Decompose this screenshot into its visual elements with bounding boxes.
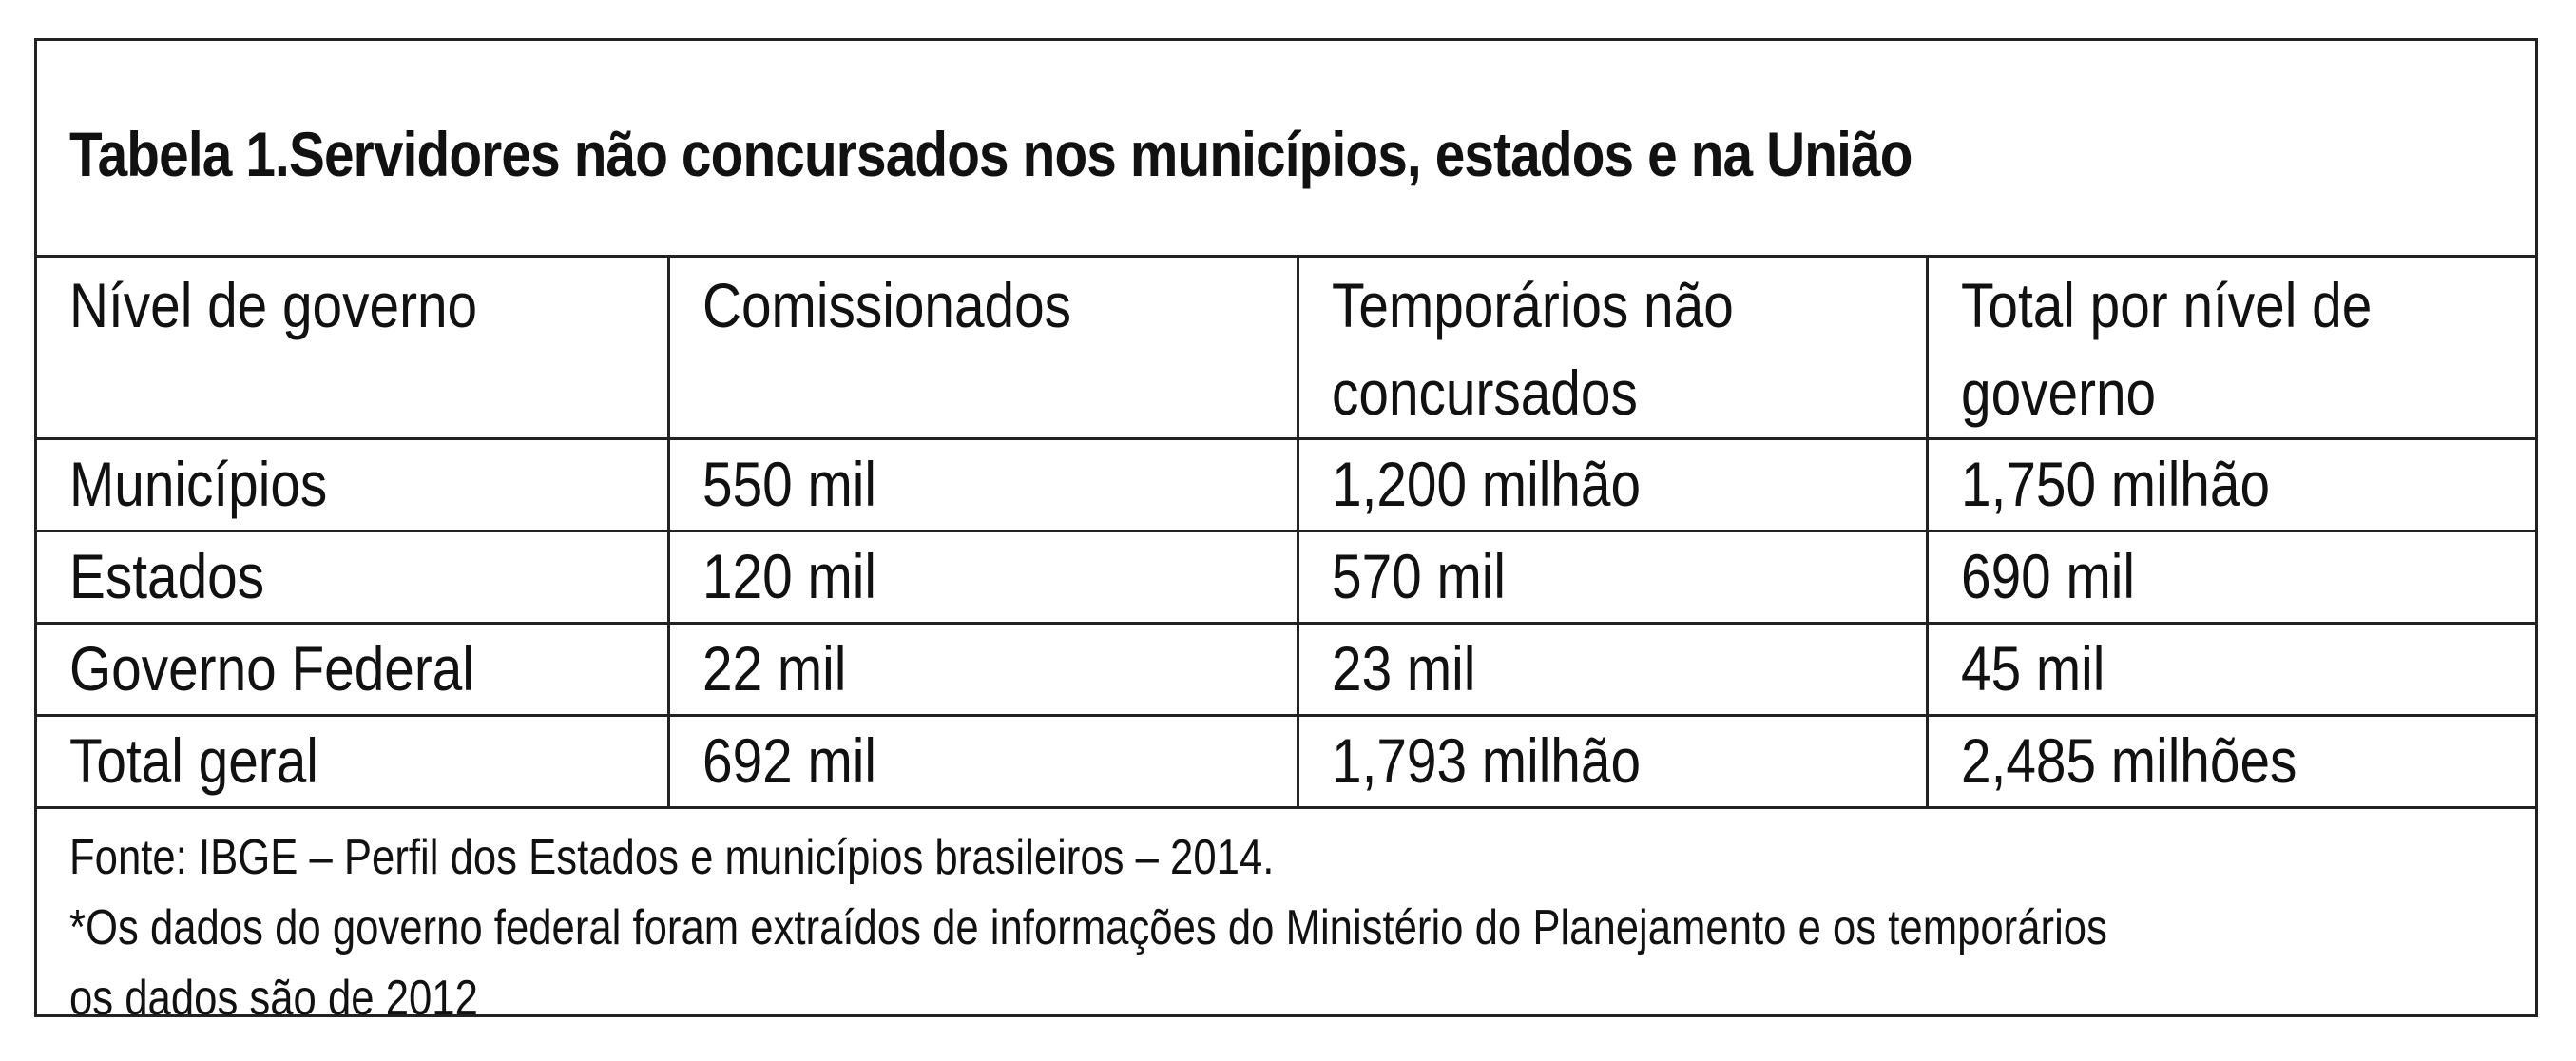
data-table: Tabela 1.Servidores não concursados nos … <box>34 38 2538 1026</box>
table-cell: 45 mil <box>1925 621 2535 717</box>
cell-value: 1,200 milhão <box>1331 448 1641 519</box>
row-label: Governo Federal <box>69 632 474 704</box>
row-label: Estados <box>69 540 265 611</box>
table-row: Total geral 692 mil 1,793 milhão 2,485 m… <box>37 713 2535 809</box>
table-row: Governo Federal 22 mil 23 mil 45 mil <box>37 621 2535 717</box>
header-nivel-de-governo: Nível de governo <box>69 270 478 340</box>
table-cell: 1,750 milhão <box>1925 436 2535 532</box>
table-cell: Total geral <box>37 713 670 809</box>
header-cell: Nível de governo <box>37 258 670 440</box>
table-cell: 692 mil <box>666 713 1299 809</box>
cell-value: 2,485 milhões <box>1960 724 2297 796</box>
cell-value: 570 mil <box>1331 540 1506 611</box>
row-label: Municípios <box>69 448 328 519</box>
table-grid: Nível de governo Comissionados Temporári… <box>37 258 2535 809</box>
cell-value: 1,750 milhão <box>1960 448 2270 519</box>
table-title-row: Tabela 1.Servidores não concursados nos … <box>37 41 2535 258</box>
cell-value: 120 mil <box>702 540 876 611</box>
cell-value: 45 mil <box>1960 632 2105 704</box>
header-comissionados: Comissionados <box>702 270 1071 340</box>
footnote-line: *Os dados do governo federal foram extra… <box>69 899 2107 955</box>
row-label: Total geral <box>69 724 318 796</box>
table-title: Tabela 1.Servidores não concursados nos … <box>69 118 1913 189</box>
table-cell: Municípios <box>37 436 670 532</box>
table-cell: 1,200 milhão <box>1296 436 1929 532</box>
table-header-row: Nível de governo Comissionados Temporári… <box>37 258 2535 440</box>
table-cell: 22 mil <box>666 621 1299 717</box>
cell-value: 690 mil <box>1960 540 2135 611</box>
table-row: Municípios 550 mil 1,200 milhão 1,750 mi… <box>37 436 2535 532</box>
cell-value: 22 mil <box>702 632 846 704</box>
table-cell: 1,793 milhão <box>1296 713 1929 809</box>
header-cell: Comissionados <box>666 258 1299 440</box>
table-cell: 690 mil <box>1925 529 2535 625</box>
footnote-line: os dados são de 2012 <box>69 970 478 1026</box>
header-total-por-nivel: Total por nível de governo <box>1960 270 2372 428</box>
table-cell: Estados <box>37 529 670 625</box>
header-cell: Total por nível de governo <box>1925 258 2535 440</box>
table-cell: 2,485 milhões <box>1925 713 2535 809</box>
header-cell: Temporários não concursados <box>1296 258 1929 440</box>
cell-value: 692 mil <box>702 724 876 796</box>
table-cell: Governo Federal <box>37 621 670 717</box>
cell-value: 23 mil <box>1331 632 1475 704</box>
table-cell: 570 mil <box>1296 529 1929 625</box>
table-row: Estados 120 mil 570 mil 690 mil <box>37 529 2535 625</box>
table-footnotes: Fonte: IBGE – Perfil dos Estados e munic… <box>37 809 2535 1033</box>
table-cell: 120 mil <box>666 529 1299 625</box>
table-cell: 23 mil <box>1296 621 1929 717</box>
cell-value: 1,793 milhão <box>1331 724 1641 796</box>
header-temporarios: Temporários não concursados <box>1331 270 1734 428</box>
source-note: Fonte: IBGE – Perfil dos Estados e munic… <box>69 829 1275 885</box>
table-cell: 550 mil <box>666 436 1299 532</box>
cell-value: 550 mil <box>702 448 876 519</box>
